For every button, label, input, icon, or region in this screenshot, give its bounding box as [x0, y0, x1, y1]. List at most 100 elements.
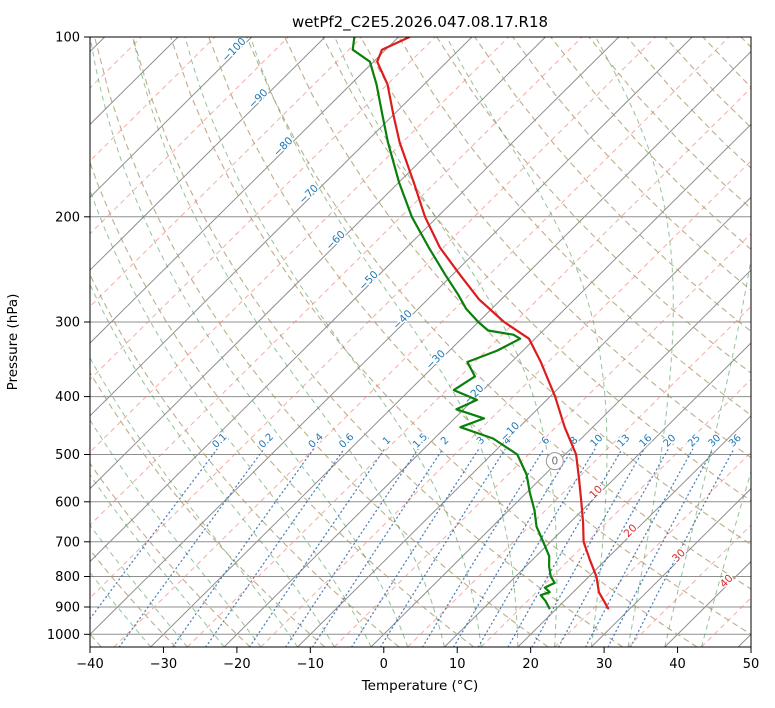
moist-adiabat-line — [90, 356, 299, 647]
mixing-ratio-label: 0.2 — [257, 432, 276, 451]
x-tick-label: 20 — [522, 657, 539, 672]
isotherm-label: −50 — [357, 269, 381, 293]
mixing-ratio-line — [607, 448, 714, 647]
mixing-ratio-line — [531, 448, 645, 647]
y-axis-label: Pressure (hPa) — [5, 294, 21, 391]
mixing-ratio-label: 1.5 — [411, 432, 430, 451]
mixing-ratio-line — [630, 448, 735, 647]
y-tick-label: 200 — [55, 210, 80, 225]
isotherm-label: 0 — [551, 456, 558, 468]
dry-adiabat-line — [702, 37, 751, 89]
minor-isotherm-line — [90, 37, 363, 308]
mixing-ratio-label: 2 — [439, 435, 451, 447]
moist-adiabat-lines — [90, 37, 751, 647]
y-tick-label: 400 — [55, 390, 80, 405]
mixing-ratio-label: 0.1 — [211, 432, 230, 451]
isotherm-line — [517, 415, 751, 647]
minor-isotherm-line — [554, 451, 751, 647]
y-tick-label: 700 — [55, 535, 80, 550]
isotherm-label: −30 — [424, 348, 448, 372]
moist-adiabat-line — [249, 37, 519, 647]
isotherm-label: −40 — [391, 308, 415, 332]
x-tick-label: 40 — [669, 657, 686, 672]
axes: −40 −30 −20 −10 0 10 20 30 40 5010020030040050060… — [47, 31, 759, 673]
moist-adiabat-line — [701, 469, 751, 647]
dry-adiabat-line — [436, 37, 751, 374]
dry-adiabat-lines — [90, 37, 751, 647]
moist-adiabat-line — [90, 473, 225, 647]
mixing-ratio-line — [379, 448, 506, 647]
minor-isotherm-line — [90, 37, 216, 162]
x-tick-label: 0 — [380, 657, 388, 672]
isotherm-label: 20 — [622, 522, 640, 540]
x-tick-label: −20 — [223, 657, 250, 672]
x-tick-label: −30 — [150, 657, 177, 672]
mixing-ratio-line — [90, 448, 218, 620]
dry-adiabat-line — [360, 37, 751, 459]
isotherm-line — [590, 487, 751, 647]
isotherm-line — [90, 37, 473, 417]
temperature-line — [376, 37, 610, 610]
isotherm-line — [90, 37, 252, 198]
minor-isotherm-line — [701, 597, 751, 647]
y-tick-label: 800 — [55, 570, 80, 585]
dry-adiabat-line — [512, 37, 751, 291]
y-tick-label: 1000 — [47, 628, 80, 643]
x-tick-label: 50 — [743, 657, 760, 672]
dry-adiabat-line — [208, 37, 751, 635]
dewpoint-line — [351, 37, 556, 610]
dry-adiabat-line — [246, 37, 751, 590]
dry-adiabat-line — [90, 160, 475, 647]
isotherm-line — [444, 342, 751, 647]
mixing-ratio-label: 36 — [727, 433, 744, 450]
dry-adiabat-line — [90, 371, 326, 647]
dry-adiabat-line — [90, 273, 400, 647]
chart-title: wetPf2_C2E5.2026.047.08.17.R18 — [292, 13, 548, 32]
y-tick-label: 500 — [55, 448, 80, 463]
mixing-ratio-label: 25 — [686, 433, 703, 450]
isotherm-label: −60 — [324, 228, 348, 252]
moist-adiabat-line — [132, 37, 445, 647]
minor-isotherm-line — [407, 305, 751, 647]
isotherm-line — [90, 37, 546, 490]
isotherm-label: −70 — [297, 182, 321, 206]
dry-adiabat-line — [322, 37, 751, 502]
mixing-ratio-line — [285, 448, 419, 647]
minor-isotherm-line — [90, 37, 509, 453]
dry-adiabat-line — [550, 37, 751, 251]
isotherm-line — [370, 269, 751, 647]
minor-isotherm-line — [90, 37, 656, 599]
isotherm-line — [90, 37, 620, 563]
dry-adiabat-line — [170, 37, 698, 647]
isotherm-label: 40 — [718, 572, 736, 590]
minor-isotherm-line — [260, 160, 751, 647]
moist-adiabat-line — [184, 37, 482, 647]
mixing-ratio-line — [584, 448, 694, 647]
moist-adiabat-line — [90, 418, 262, 647]
mixing-ratio-label: 0.6 — [337, 432, 356, 451]
isotherm-line — [90, 37, 399, 344]
minor-isotherm-line — [187, 87, 751, 647]
minor-isotherm-line — [90, 37, 289, 235]
mixing-ratio-line — [507, 448, 623, 647]
moist-adiabat-line — [90, 283, 335, 647]
mixing-ratio-label: 0.4 — [307, 432, 326, 451]
moist-adiabat-line — [595, 37, 674, 647]
minor-isotherm-line — [90, 37, 142, 89]
x-tick-label: −40 — [76, 657, 103, 672]
mixing-ratio-line — [557, 448, 669, 647]
minor-isotherm-line — [90, 37, 583, 526]
isopleth-labels: 0.1 0.2 0.4 0.6 1 1.5 2 3 4 6 8 10 13 16 20 25 30 36−100−… — [209, 34, 745, 592]
mixing-ratio-line — [118, 448, 265, 647]
isotherm-label: −90 — [246, 87, 270, 111]
dry-adiabat-line — [474, 37, 751, 333]
y-tick-label: 900 — [55, 601, 80, 616]
isotherm-label: −100 — [220, 36, 249, 65]
isotherm-line — [150, 50, 751, 647]
mixing-ratio-label: 6 — [540, 435, 552, 447]
minor-isotherm-line — [333, 232, 751, 647]
dry-adiabat-line — [90, 462, 251, 647]
mixing-ratio-label: 30 — [706, 433, 723, 450]
